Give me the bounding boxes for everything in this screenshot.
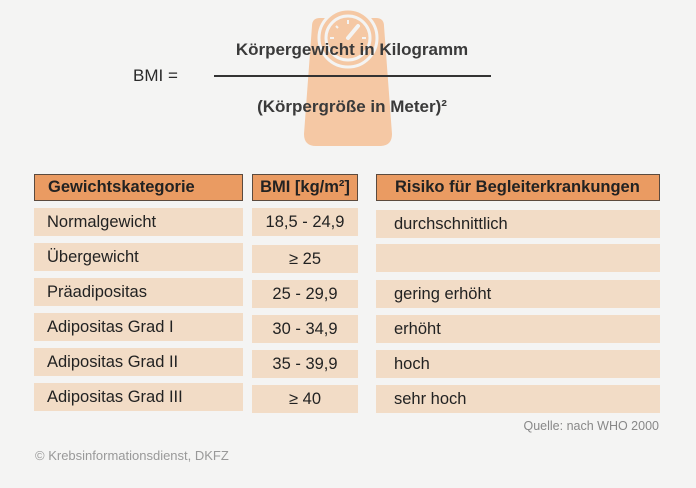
row-risk xyxy=(376,244,660,272)
row-category: Adipositas Grad II xyxy=(34,348,243,376)
scale-icon xyxy=(304,8,392,146)
row-bmi: 25 - 29,9 xyxy=(252,280,358,308)
row-category: Präadipositas xyxy=(34,278,243,306)
row-bmi: 35 - 39,9 xyxy=(252,350,358,378)
row-risk: hoch xyxy=(376,350,660,378)
copyright-note: © Krebsinformationsdienst, DKFZ xyxy=(35,448,229,463)
row-category: Übergewicht xyxy=(34,243,243,271)
formula-bmi-label: BMI = xyxy=(133,66,178,85)
row-risk: sehr hoch xyxy=(376,385,660,413)
row-risk: durchschnittlich xyxy=(376,210,660,238)
row-bmi: ≥ 40 xyxy=(252,385,358,413)
formula-fraction-line xyxy=(214,75,491,77)
row-bmi: 18,5 - 24,9 xyxy=(252,208,358,236)
header-category: Gewichtskategorie xyxy=(34,174,243,201)
source-note: Quelle: nach WHO 2000 xyxy=(523,419,660,433)
row-risk: erhöht xyxy=(376,315,660,343)
header-risk: Risiko für Begleiterkrankungen xyxy=(376,174,660,201)
row-category: Normalgewicht xyxy=(34,208,243,236)
header-bmi: BMI [kg/m²] xyxy=(252,174,358,201)
row-bmi: 30 - 34,9 xyxy=(252,315,358,343)
row-risk: gering erhöht xyxy=(376,280,660,308)
formula-numerator: Körpergewicht in Kilogramm xyxy=(235,40,469,59)
formula-denominator: (Körpergröße in Meter)² xyxy=(257,97,447,116)
row-category: Adipositas Grad III xyxy=(34,383,243,411)
row-category: Adipositas Grad I xyxy=(34,313,243,341)
row-bmi: ≥ 25 xyxy=(252,245,358,273)
